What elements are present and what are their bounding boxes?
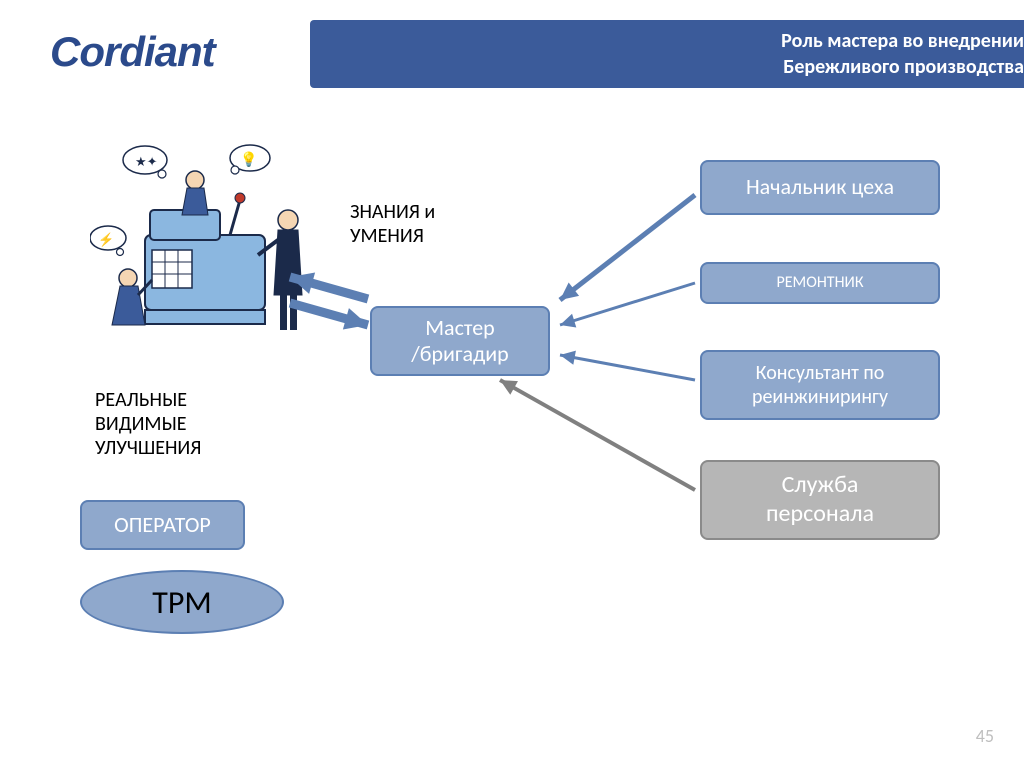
node-repairman: РЕМОНТНИК [700,262,940,304]
title-line-2: Бережливого производства [310,54,1024,80]
node-chief: Начальник цеха [700,160,940,215]
label-improvements: РЕАЛЬНЫЕВИДИМЫЕУЛУЧШЕНИЯ [95,388,201,460]
svg-text:💡: 💡 [240,151,257,168]
svg-text:★✦: ★✦ [135,155,158,170]
label-knowledge: ЗНАНИЯ иУМЕНИЯ [350,200,435,248]
node-operator: ОПЕРАТОР [80,500,245,550]
node-master: Мастер/бригадир [370,306,550,376]
page-number: 45 [976,725,994,747]
title-bar: Роль мастера во внедрении Бережливого пр… [310,20,1024,88]
title-line-1: Роль мастера во внедрении [310,28,1024,54]
node-consultant: Консультант пореинжинирингу [700,350,940,420]
svg-text:⚡: ⚡ [98,232,114,248]
node-hr-service: Службаперсонала [700,460,940,540]
workshop-illustration: ★✦ 💡 ⚡ [90,140,320,350]
ellipse-tpm: ТРМ [80,570,284,634]
logo: Cordiant [50,28,215,76]
header: Cordiant Роль мастера во внедрении Береж… [0,20,1024,90]
